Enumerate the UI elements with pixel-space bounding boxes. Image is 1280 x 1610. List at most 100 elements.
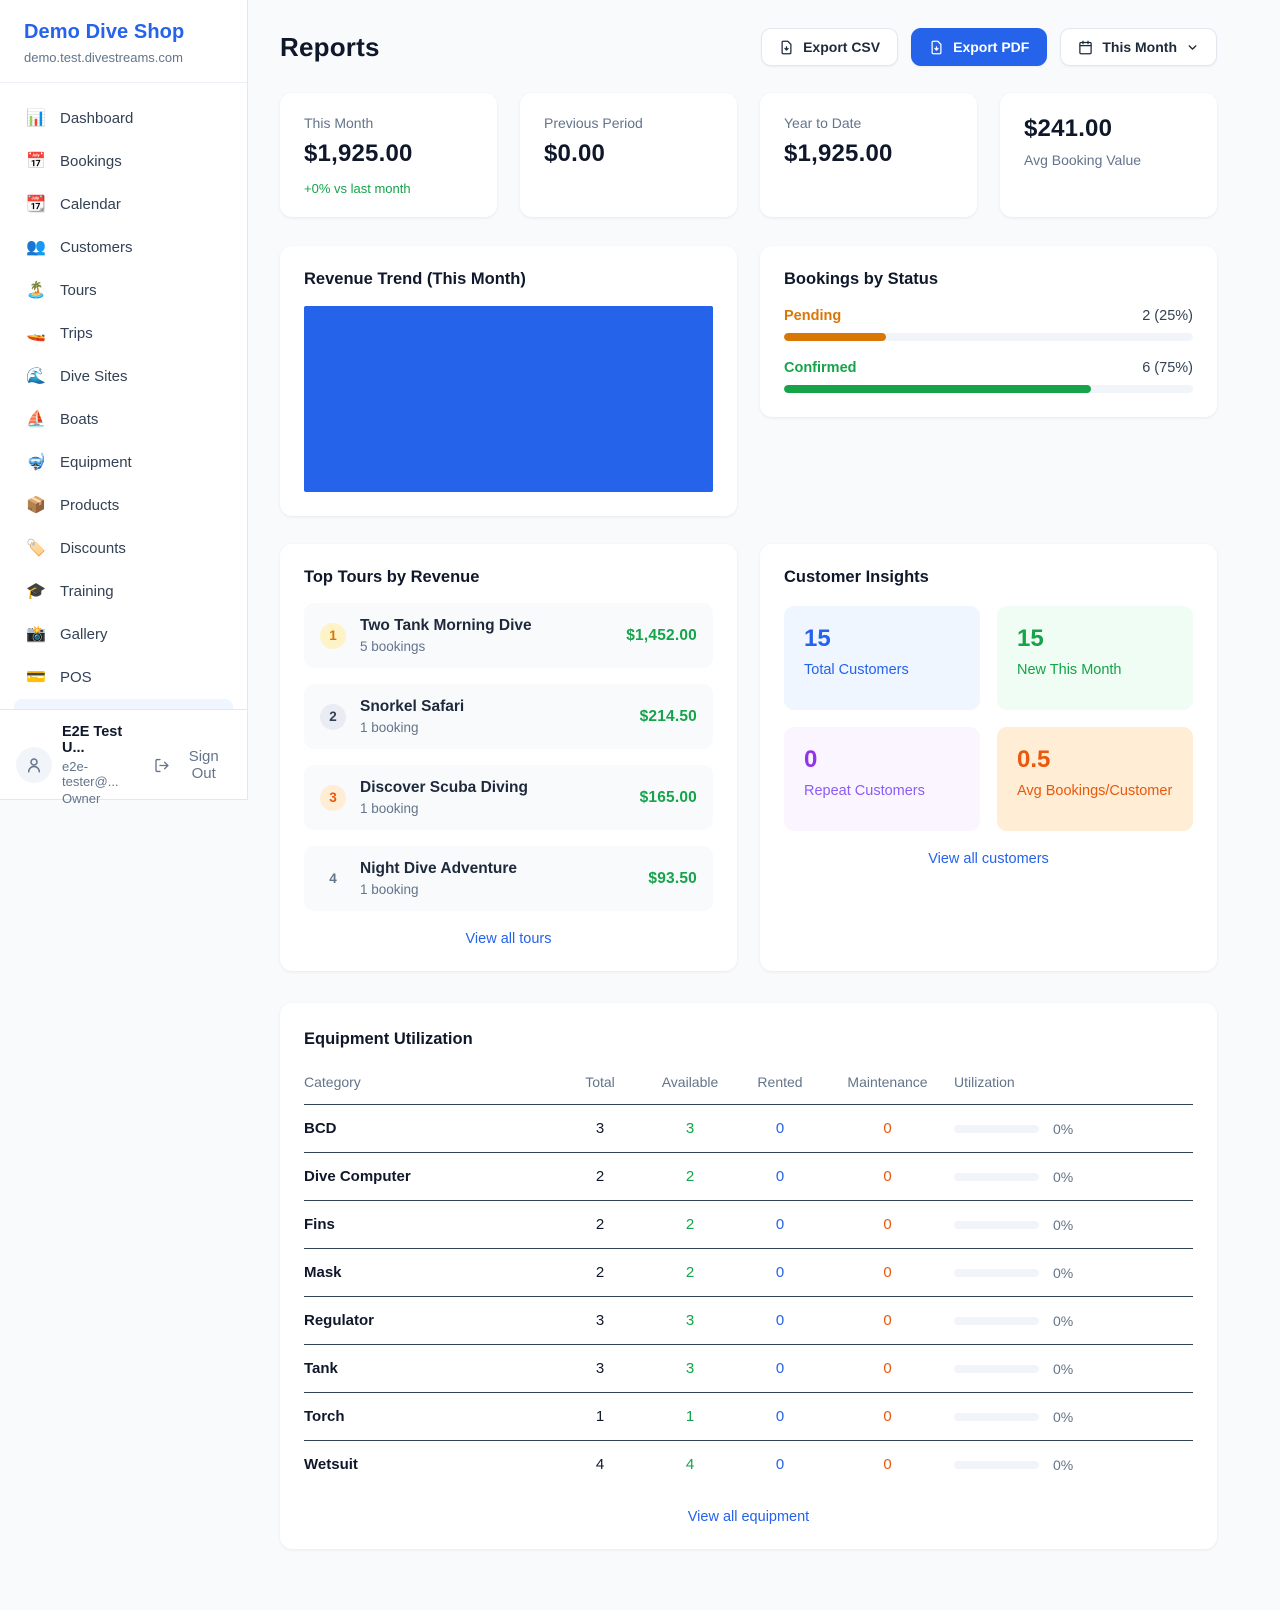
cell-maintenance: 0 xyxy=(829,1104,954,1153)
status-value: 2 (25%) xyxy=(1142,308,1193,324)
stat-label: Year to Date xyxy=(784,115,862,131)
people-icon: 👥 xyxy=(26,238,46,256)
stat-label: Previous Period xyxy=(544,115,643,131)
period-selector[interactable]: This Month xyxy=(1060,28,1217,66)
sidebar-item-calendar[interactable]: 📆 Calendar xyxy=(12,183,235,226)
calendar-icon xyxy=(1079,40,1093,54)
brand-domain: demo.test.divestreams.com xyxy=(24,50,183,65)
sidebar-item-label: Discounts xyxy=(60,540,126,557)
col-header-available: Available xyxy=(649,1064,739,1105)
cell-available: 2 xyxy=(649,1152,739,1201)
tag-icon: 🏷️ xyxy=(26,539,46,557)
sidebar-item-label: POS xyxy=(60,669,92,686)
utilization-bar xyxy=(954,1460,1039,1469)
cell-rented: 0 xyxy=(739,1248,829,1297)
user-email: e2e-tester@... xyxy=(62,759,119,789)
view-all-tours-link[interactable]: View all tours xyxy=(304,931,713,947)
tour-bookings: 1 booking xyxy=(360,801,419,816)
utilization-bar xyxy=(954,1124,1039,1133)
cell-category: Wetsuit xyxy=(304,1456,358,1474)
chevron-down-icon xyxy=(1188,44,1197,50)
sidebar-item-trips[interactable]: 🚤 Trips xyxy=(12,312,235,355)
cell-category: Torch xyxy=(304,1392,559,1441)
cell-maintenance: 0 xyxy=(883,1456,892,1474)
stat-value: $1,925.00 xyxy=(784,140,893,167)
top-tours-card: Top Tours by Revenue 1 Two Tank Morning … xyxy=(280,544,737,971)
sidebar-item-pos[interactable]: 💳 POS xyxy=(12,656,235,699)
export-csv-button[interactable]: Export CSV xyxy=(761,28,899,66)
sidebar-item-bookings[interactable]: 📅 Bookings xyxy=(12,140,235,183)
revenue-trend-card: Revenue Trend (This Month) xyxy=(280,246,737,516)
cell-rented: 0 xyxy=(739,1344,829,1393)
col-header-total: Total xyxy=(559,1064,649,1105)
sidebar-item-dashboard[interactable]: 📊 Dashboard xyxy=(12,97,235,140)
sidebar-item-label: Boats xyxy=(60,411,99,428)
user-name: E2E Test U... xyxy=(62,724,123,756)
cell-total: 1 xyxy=(559,1392,649,1441)
cell-maintenance: 0 xyxy=(829,1248,954,1297)
view-all-customers-link[interactable]: View all customers xyxy=(784,851,1193,867)
sidebar-item-label: Gallery xyxy=(60,626,108,643)
sidebar-item-equipment[interactable]: 🤿 Equipment xyxy=(12,441,235,484)
stat-card-year-to-date: Year to Date $1,925.00 xyxy=(760,93,977,217)
insight-tile-total-customers: 15 Total Customers xyxy=(784,606,980,710)
sidebar-item-training[interactable]: 🎓 Training xyxy=(12,570,235,613)
cell-rented: 0 xyxy=(739,1296,829,1345)
package-icon: 📦 xyxy=(26,496,46,514)
tour-bookings: 1 booking xyxy=(360,882,419,897)
table-row: Regulator 3 3 0 0 0% xyxy=(304,1296,1193,1345)
insights-row: Top Tours by Revenue 1 Two Tank Morning … xyxy=(280,544,1217,971)
cell-rented: 0 xyxy=(739,1392,829,1441)
progress-fill-confirmed xyxy=(784,385,1091,393)
page-title: Reports xyxy=(280,31,380,62)
cell-utilization: 0% xyxy=(1053,1408,1074,1425)
utilization-bar xyxy=(954,1268,1039,1277)
wave-icon: 🌊 xyxy=(26,367,46,385)
cell-total: 3 xyxy=(559,1104,649,1153)
tour-bookings: 5 bookings xyxy=(360,639,426,654)
top-tours-title: Top Tours by Revenue xyxy=(304,568,480,586)
person-icon xyxy=(28,758,40,773)
sign-out-button[interactable]: Sign Out xyxy=(154,748,231,782)
col-header-category: Category xyxy=(304,1064,559,1105)
tour-name: Night Dive Adventure xyxy=(360,860,518,877)
sidebar-item-gallery[interactable]: 📸 Gallery xyxy=(12,613,235,656)
cell-total: 2 xyxy=(559,1248,649,1297)
customer-insights-title: Customer Insights xyxy=(784,568,929,586)
tour-amount: $165.00 xyxy=(639,788,697,806)
sidebar-item-tours[interactable]: 🏝️ Tours xyxy=(12,269,235,312)
calendar-17-icon: 📅 xyxy=(26,152,46,170)
status-value: 6 (75%) xyxy=(1142,360,1193,376)
sidebar-item-active-partial[interactable] xyxy=(14,699,233,709)
sidebar-item-boats[interactable]: ⛵ Boats xyxy=(12,398,235,441)
table-row: BCD 3 3 0 0 0% xyxy=(304,1104,1193,1153)
sidebar-item-label: Training xyxy=(60,583,114,600)
cell-available: 1 xyxy=(649,1392,739,1441)
cell-category: BCD xyxy=(304,1104,559,1153)
status-label: Pending xyxy=(784,308,842,324)
cell-rented: 0 xyxy=(739,1152,829,1201)
stat-card-avg-booking-value: $241.00 Avg Booking Value xyxy=(1000,93,1217,217)
cell-available: 2 xyxy=(649,1248,739,1297)
table-row: Wetsuit 4 4 0 0 0% xyxy=(304,1441,1193,1489)
sidebar-item-products[interactable]: 📦 Products xyxy=(12,484,235,527)
tile-label: Repeat Customers xyxy=(804,783,925,799)
cell-available: 2 xyxy=(649,1200,739,1249)
sidebar-item-dive-sites[interactable]: 🌊 Dive Sites xyxy=(12,355,235,398)
tile-label: Avg Bookings/Customer xyxy=(1017,783,1173,799)
equipment-utilization-card: Equipment Utilization Category Total Ava… xyxy=(280,1003,1217,1549)
export-pdf-button[interactable]: Export PDF xyxy=(911,28,1048,66)
sidebar-item-customers[interactable]: 👥 Customers xyxy=(12,226,235,269)
sidebar-item-discounts[interactable]: 🏷️ Discounts xyxy=(12,527,235,570)
progress-track xyxy=(784,333,1193,341)
tile-value: 15 xyxy=(804,625,831,652)
view-all-equipment-link[interactable]: View all equipment xyxy=(304,1509,1193,1525)
col-header-maintenance: Maintenance xyxy=(829,1064,954,1105)
status-row-pending: Pending 2 (25%) xyxy=(784,308,1193,341)
sidebar-item-label: Products xyxy=(60,497,120,514)
island-icon: 🏝️ xyxy=(26,281,46,299)
cell-utilization: 0% xyxy=(1053,1312,1074,1329)
cell-utilization: 0% xyxy=(1053,1168,1074,1185)
rank-badge: 4 xyxy=(329,871,337,886)
cell-total: 2 xyxy=(559,1152,649,1201)
